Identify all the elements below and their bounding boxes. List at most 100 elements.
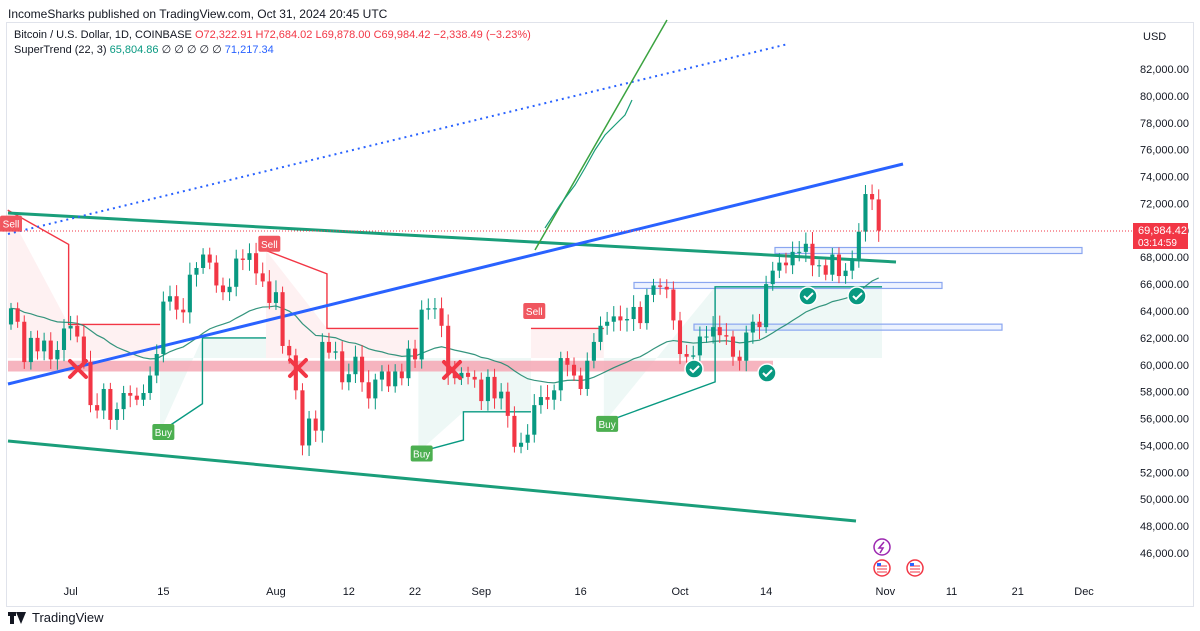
candle-body xyxy=(744,332,749,361)
candle-body xyxy=(671,289,676,321)
currency-label: USD xyxy=(1143,31,1166,43)
candle-body xyxy=(711,327,716,337)
y-tick-label: 54,000.00 xyxy=(1140,440,1189,452)
candle-body xyxy=(836,254,842,277)
candle-body xyxy=(121,393,126,410)
candle-body xyxy=(386,371,391,387)
candle-body xyxy=(658,285,663,287)
support-zone xyxy=(8,360,773,372)
candle-body xyxy=(565,358,570,365)
lower-channel-line xyxy=(7,439,857,523)
candle-body xyxy=(843,270,848,277)
y-tick-label: 62,000.00 xyxy=(1140,333,1189,345)
candle-body xyxy=(472,376,477,380)
candle-body xyxy=(360,356,365,383)
supertrend-line xyxy=(159,337,267,433)
candle-body xyxy=(379,371,384,380)
sell-signal: Sell xyxy=(258,235,281,252)
candle-body xyxy=(128,393,133,396)
candle-body xyxy=(227,286,232,293)
check-circle-icon xyxy=(757,363,777,383)
candle-body xyxy=(207,254,212,263)
candle-body xyxy=(717,327,722,336)
footer-brand-label: TradingView xyxy=(32,610,104,625)
y-tick-label: 50,000.00 xyxy=(1140,494,1189,506)
candle-body xyxy=(88,362,93,406)
signal-badge xyxy=(0,215,23,232)
y-tick-label: 80,000.00 xyxy=(1140,91,1189,103)
signal-badge xyxy=(152,424,175,440)
candle-body xyxy=(366,382,371,399)
candle-body xyxy=(459,372,464,379)
candle-body xyxy=(485,376,490,402)
legend-indicator-name[interactable]: SuperTrend (22, 3) xyxy=(14,44,107,56)
resistance-box xyxy=(693,323,1003,331)
buy-signal: Buy xyxy=(152,424,175,440)
signal-label: Sell xyxy=(261,240,278,251)
x-tick-label: 11 xyxy=(946,586,957,598)
candle-body xyxy=(499,391,504,399)
supertrend-line xyxy=(418,411,531,453)
last-price-value: 69,984.42 xyxy=(1138,225,1187,237)
signal-badge xyxy=(596,415,619,432)
candle-body xyxy=(141,393,146,400)
candle-body xyxy=(28,337,33,363)
candle-body xyxy=(174,296,179,310)
candle-body xyxy=(624,319,630,321)
candle-body xyxy=(426,308,431,310)
signal-label: Buy xyxy=(413,450,430,461)
candle-body xyxy=(48,340,53,360)
candle-body xyxy=(280,292,285,346)
candle-body xyxy=(764,284,769,328)
sell-cross-mark xyxy=(442,360,462,380)
candle-body xyxy=(492,376,497,399)
candle-body xyxy=(598,325,603,342)
candle-body xyxy=(154,354,159,376)
candle-body xyxy=(757,321,762,328)
check-circle-icon xyxy=(847,286,867,306)
projection-line xyxy=(534,19,668,251)
y-tick-label: 74,000.00 xyxy=(1140,172,1189,184)
candle-body xyxy=(697,336,702,356)
candle-body xyxy=(373,379,378,399)
candle-body xyxy=(611,316,616,322)
y-tick-label: 66,000.00 xyxy=(1140,279,1189,291)
sell-cross-mark xyxy=(288,358,308,378)
supertrend-fill xyxy=(160,337,267,432)
candle-body xyxy=(856,231,861,259)
x-tick-label: 22 xyxy=(409,586,421,598)
signal-badge xyxy=(523,303,546,319)
y-tick-label: 64,000.00 xyxy=(1140,306,1189,318)
buy-signal: Buy xyxy=(596,415,619,432)
signal-label: Buy xyxy=(599,420,616,431)
last-price-badge xyxy=(1133,223,1188,249)
supertrend-fill xyxy=(266,250,419,359)
candle-body xyxy=(552,390,557,400)
sell-signal: Sell xyxy=(523,303,546,319)
candle-body xyxy=(830,254,835,275)
x-tick-label: Oct xyxy=(671,586,688,598)
candle-body xyxy=(638,306,643,324)
candle-body xyxy=(644,294,649,324)
candle-body xyxy=(750,321,755,333)
footer-brand[interactable]: TradingView xyxy=(8,610,104,625)
us-flag-icon xyxy=(906,559,924,577)
check-circle-icon xyxy=(798,286,818,306)
signal-badge xyxy=(410,445,433,462)
legend-indicator-row: SuperTrend (22, 3) 65,804.86 ∅ ∅ ∅ ∅ ∅ 7… xyxy=(14,43,531,58)
candle-body xyxy=(783,262,789,266)
sell-signal: Sell xyxy=(0,215,23,232)
candle-body xyxy=(538,397,543,406)
candle-body xyxy=(240,258,245,260)
y-tick-label: 76,000.00 xyxy=(1140,145,1189,157)
candle-body xyxy=(446,325,451,373)
candle-body xyxy=(194,267,199,275)
candle-body xyxy=(823,265,828,275)
candle-body xyxy=(790,251,795,266)
legend-high: H72,684.02 xyxy=(255,29,313,41)
candle-body xyxy=(863,194,868,232)
candle-body xyxy=(876,199,881,231)
y-tick-label: 72,000.00 xyxy=(1140,198,1189,210)
supertrend-line xyxy=(265,249,419,330)
